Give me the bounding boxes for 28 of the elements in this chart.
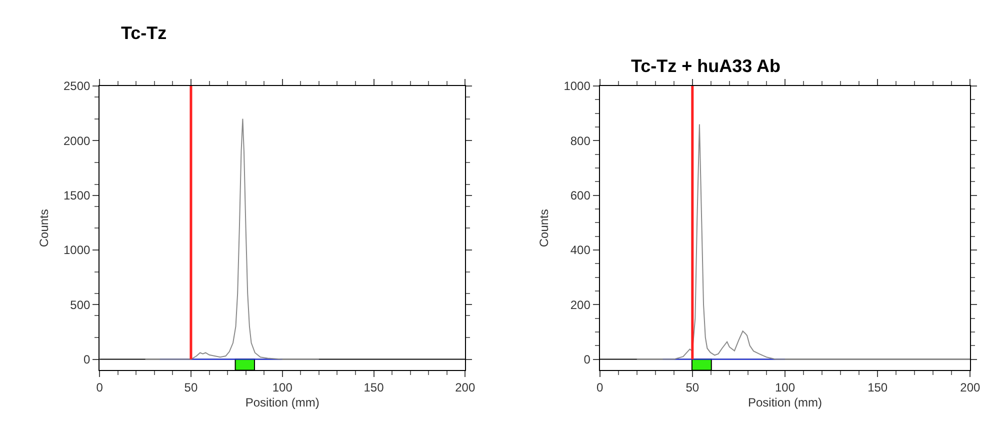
x-tick-label: 150: [868, 380, 888, 395]
x-tick-label: 200: [960, 380, 981, 395]
x-tick-label: 150: [364, 380, 384, 395]
y-tick-label: 200: [570, 298, 591, 312]
x-tick-label: 50: [184, 380, 198, 395]
y-tick-label: 0: [584, 352, 591, 366]
chart-title: Tc-Tz + huA33 Ab: [631, 56, 781, 76]
y-tick-label: 400: [570, 243, 591, 258]
x-tick-label: 200: [455, 380, 476, 395]
x-tick-label: 0: [96, 380, 104, 395]
x-tick-label: 0: [596, 380, 604, 395]
chart-title: Tc-Tz: [121, 23, 167, 43]
y-tick-label: 600: [570, 188, 591, 203]
x-axis-title: Position (mm): [245, 396, 320, 410]
x-tick-label: 50: [686, 380, 700, 395]
y-axis-title: Counts: [36, 209, 51, 248]
y-tick-label: 500: [70, 298, 90, 312]
y-tick-label: 2000: [63, 134, 90, 148]
x-axis-title: Position (mm): [748, 396, 822, 410]
x-tick-label: 100: [272, 380, 293, 395]
y-tick-label: 1000: [63, 243, 90, 258]
y-tick-label: 0: [83, 352, 90, 366]
x-tick-label: 100: [774, 380, 796, 395]
y-tick-label: 1000: [564, 79, 591, 94]
y-tick-label: 800: [570, 134, 591, 148]
y-axis-title: Counts: [537, 209, 552, 248]
y-tick-label: 1500: [63, 188, 90, 203]
y-tick-label: 2500: [63, 79, 90, 94]
